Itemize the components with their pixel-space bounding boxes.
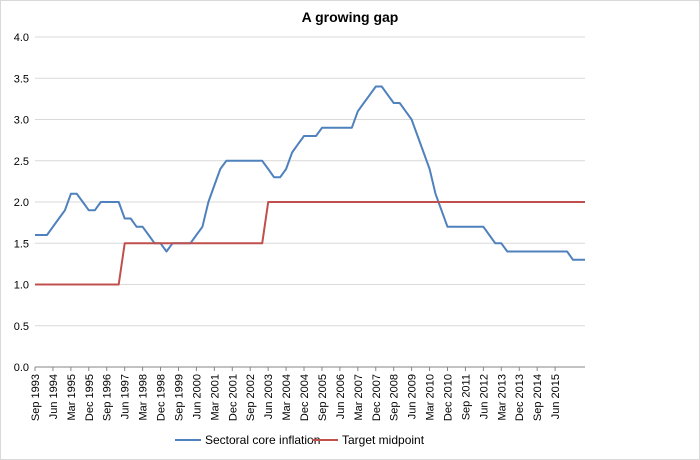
y-tick-label: 1.0: [14, 280, 29, 292]
x-tick-label: Jun 1997: [120, 374, 132, 419]
y-tick-label: 2.5: [14, 156, 29, 168]
x-tick-label: Jun 1994: [48, 374, 60, 419]
x-tick-label: Jun 2000: [191, 374, 203, 419]
x-tick-label: Dec 2007: [371, 374, 383, 421]
x-axis: Sep 1993 Jun 1994 Mar 1995 Dec 1995 Sep 1996…: [30, 367, 562, 421]
x-tick-label: Sep 2002: [245, 374, 257, 421]
x-tick-label: Sep 1993: [30, 374, 42, 421]
x-tick-label: Jun 2009: [407, 374, 419, 419]
series-line-sectoral-core-inflation: [35, 85, 585, 261]
series-lines: [35, 85, 585, 286]
x-tick-label: Sep 2014: [532, 374, 544, 421]
y-tick-label: 3.5: [14, 73, 29, 85]
series-line-target-midpoint: [35, 201, 585, 286]
legend-item-sectoral-core-inflation: Sectoral core inflation: [205, 433, 320, 447]
x-tick-label: Sep 1996: [102, 374, 114, 421]
x-tick-label: Mar 2004: [281, 374, 293, 420]
x-tick-label: Sep 2011: [460, 374, 472, 420]
x-tick-label: Jun 2006: [335, 374, 347, 419]
x-tick-label: Dec 1998: [156, 374, 168, 421]
x-tick-label: Dec 2010: [443, 374, 455, 421]
x-tick-label: Mar 2001: [209, 374, 221, 420]
y-axis: 0.0 0.5 1.0 1.5 2.0 2.5 3.0 3.5 4.0: [14, 32, 29, 374]
x-tick-label: Mar 2007: [353, 374, 365, 420]
x-tick-label: Dec 2001: [227, 374, 239, 421]
x-tick-label: Jun 2015: [550, 374, 562, 419]
x-tick-label: Sep 2005: [317, 374, 329, 421]
x-tick-label: Mar 2010: [425, 374, 437, 420]
grid-lines: [35, 36, 585, 368]
x-tick-label: Dec 2013: [514, 374, 526, 421]
y-tick-label: 1.5: [14, 238, 29, 250]
x-tick-label: Dec 2004: [299, 374, 311, 421]
y-tick-label: 2.0: [14, 197, 29, 209]
y-tick-label: 0.5: [14, 321, 29, 333]
chart-title: A growing gap: [302, 9, 399, 25]
legend-item-target-midpoint: Target midpoint: [342, 433, 425, 447]
legend: Sectoral core inflation Target midpoint: [175, 433, 425, 447]
y-tick-label: 3.0: [14, 115, 29, 127]
y-tick-label: 0.0: [14, 362, 29, 374]
x-tick-label: Dec 1995: [84, 374, 96, 421]
x-tick-label: Jun 2012: [478, 374, 490, 419]
x-tick-label: Sep 1999: [173, 374, 185, 421]
x-tick-label: Sep 2008: [389, 374, 401, 421]
y-tick-label: 4.0: [14, 32, 29, 44]
x-tick-label: Jun 2003: [263, 374, 275, 419]
x-tick-label: Mar 1995: [66, 374, 78, 420]
x-tick-label: Mar 2013: [496, 374, 508, 420]
x-tick-label: Mar 1998: [138, 374, 150, 420]
